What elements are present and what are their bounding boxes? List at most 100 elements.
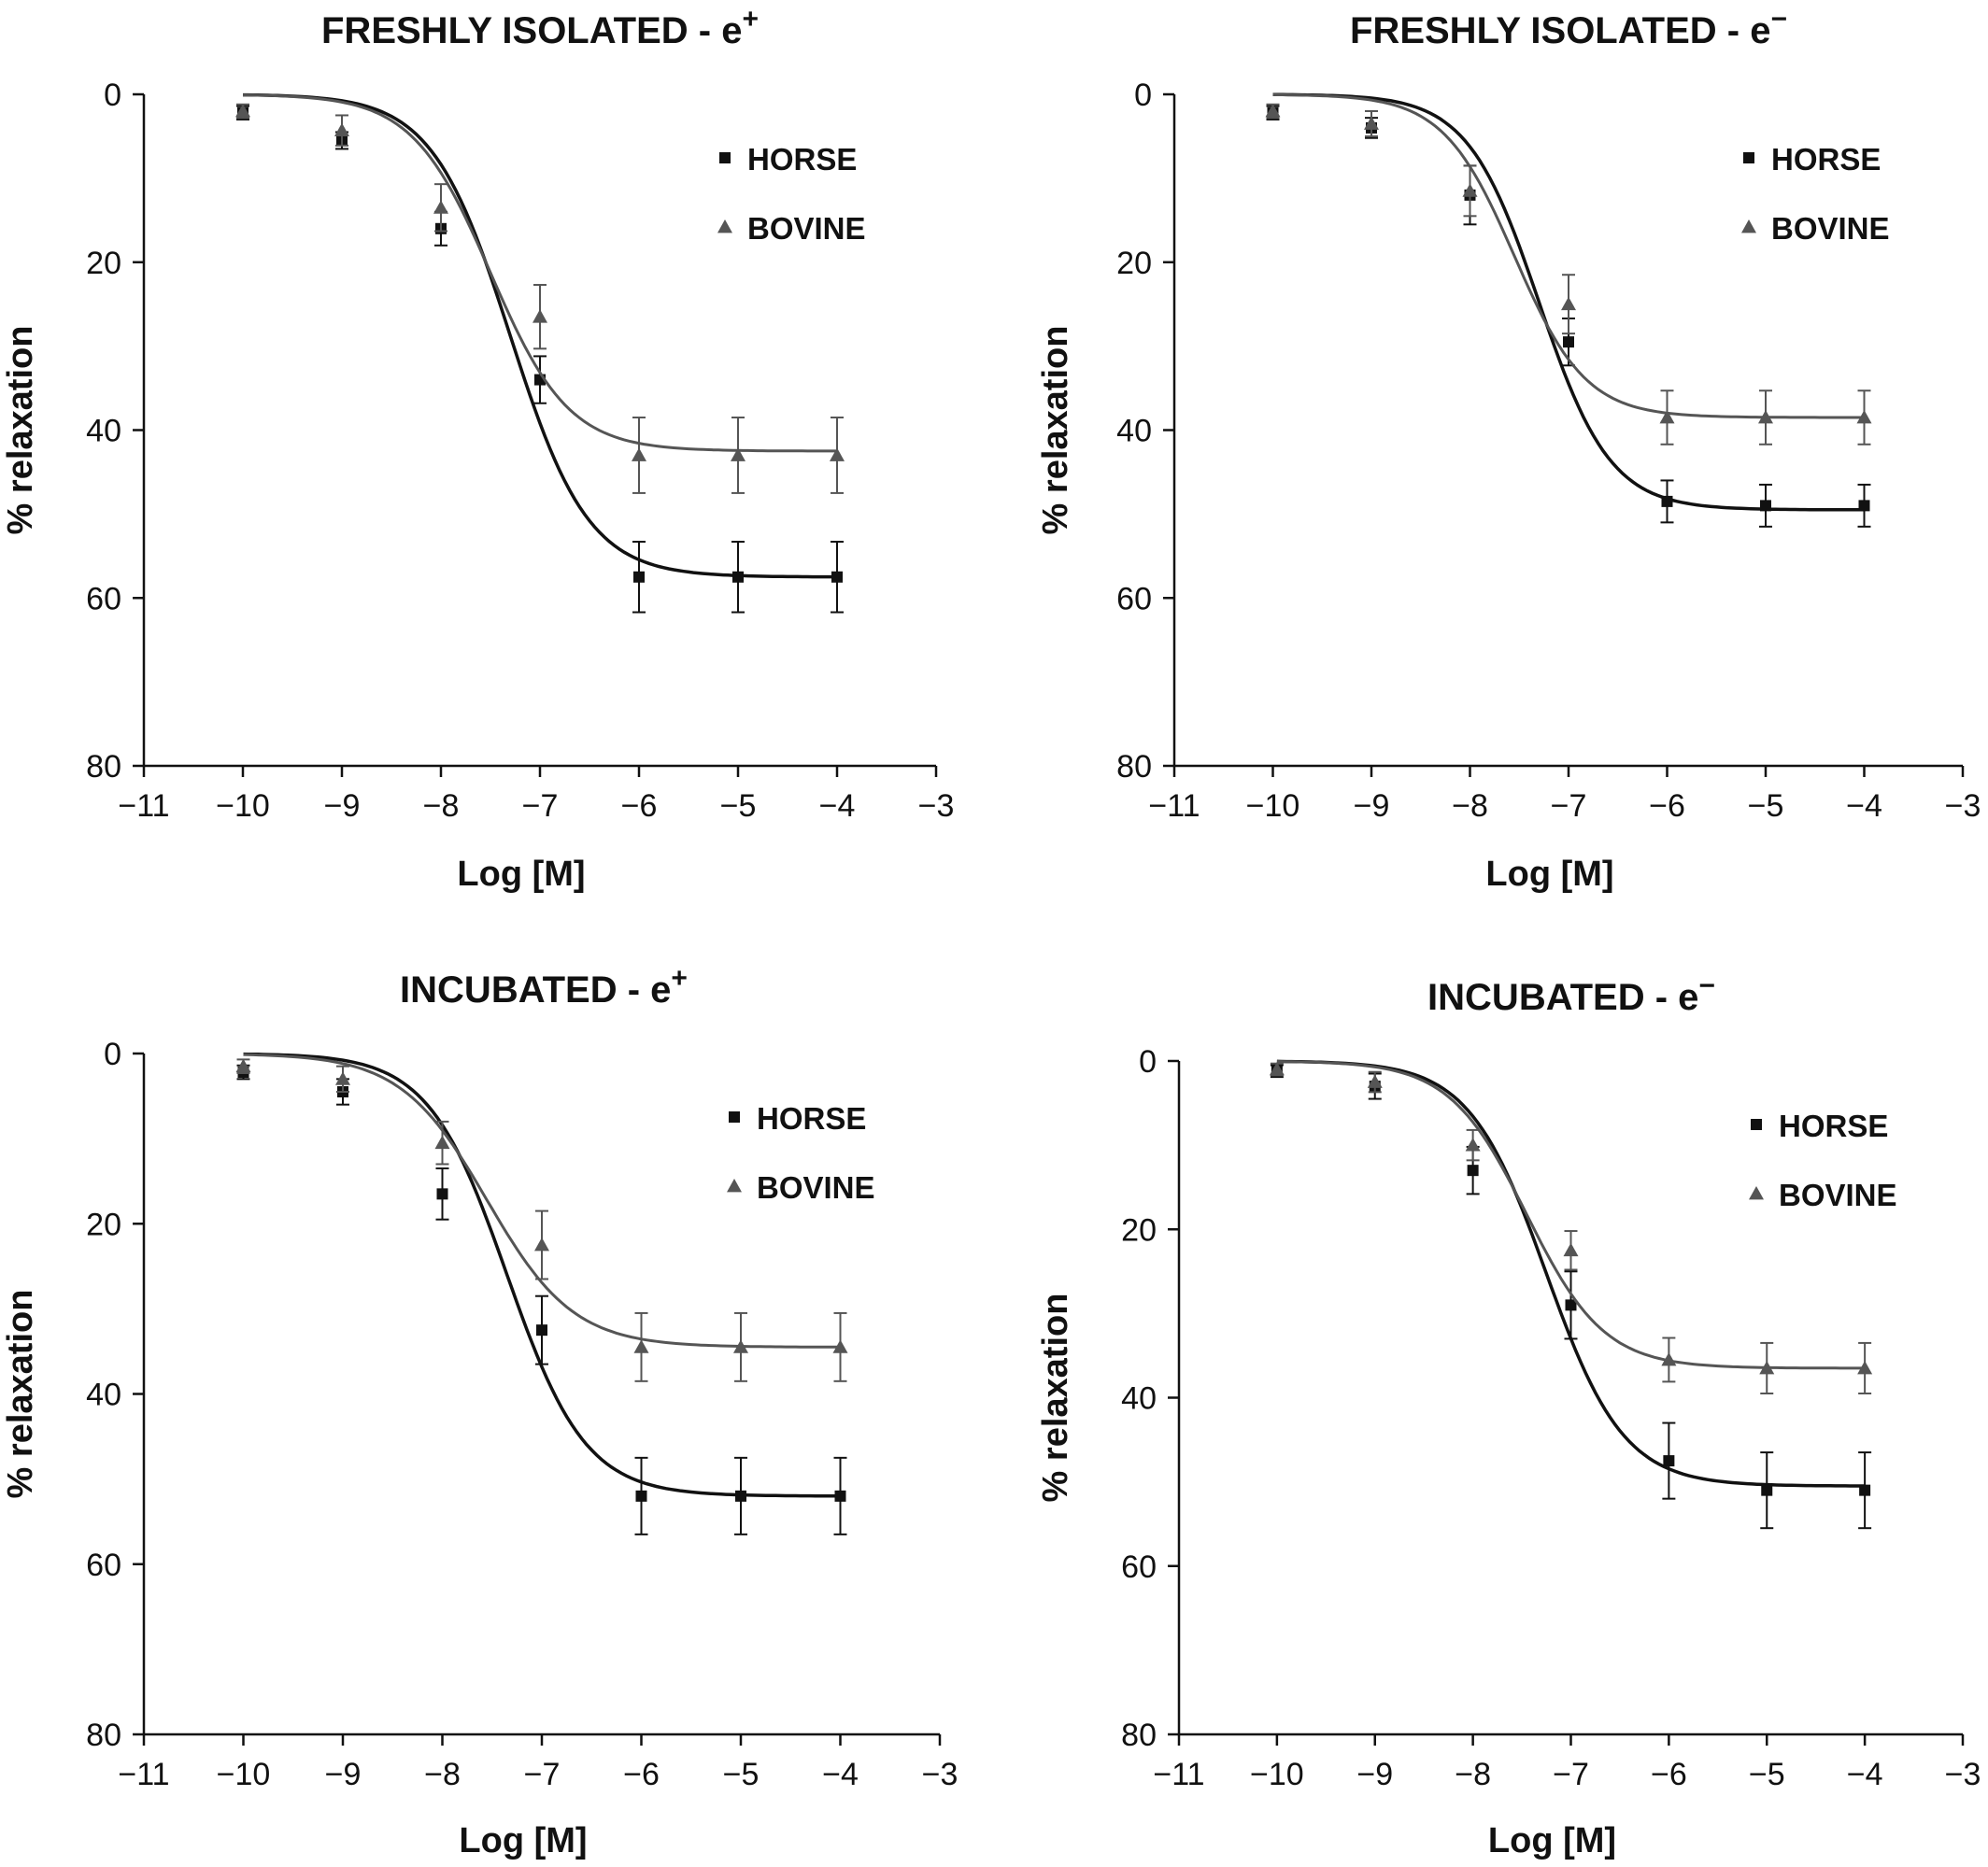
x-tick-label: −4 (822, 1757, 859, 1792)
legend-marker-bovine (717, 219, 732, 233)
x-axis-label: Log [M] (1485, 855, 1613, 894)
data-point (830, 447, 845, 461)
data-point (235, 103, 250, 118)
legend-marker-bovine (1741, 219, 1756, 233)
data-point (1760, 500, 1771, 512)
y-tick-label: 60 (1116, 581, 1152, 616)
x-tick-label: −9 (324, 788, 361, 824)
data-point (1761, 1484, 1773, 1496)
data-point (1661, 1351, 1677, 1366)
data-point (436, 1188, 448, 1200)
y-tick-label: 40 (86, 1378, 121, 1413)
data-point (1465, 1138, 1481, 1152)
x-tick-label: −10 (1246, 788, 1300, 824)
x-tick-label: −11 (118, 788, 169, 824)
x-tick-label: −10 (1250, 1757, 1304, 1792)
x-tick-label: −5 (1748, 788, 1784, 824)
data-point (334, 122, 349, 137)
data-point (635, 1490, 647, 1502)
legend-marker-horse (719, 152, 731, 163)
y-tick-label: 80 (1116, 749, 1152, 785)
x-tick-label: −4 (1846, 788, 1882, 824)
legend-label-horse: HORSE (1779, 1109, 1888, 1143)
x-axis-label: Log [M] (459, 1821, 587, 1860)
chart-title: FRESHLY ISOLATED - e− (1350, 4, 1787, 51)
x-tick-label: −9 (325, 1757, 362, 1792)
chart-panel-4: INCUBATED - e− 0 20 40 60 80 −11 −10 −9 −8 −7 −6 −5 −… (1036, 970, 1981, 1860)
x-tick-label: −11 (1148, 788, 1200, 824)
y-tick-label: 60 (86, 581, 121, 616)
chart-title-text: FRESHLY ISOLATED - e (321, 10, 742, 51)
data-point (536, 1324, 547, 1337)
chart-title-superscript: + (742, 4, 759, 35)
chart-title-superscript: + (671, 963, 688, 994)
y-tick-label: 20 (1116, 246, 1152, 281)
data-point (735, 1490, 746, 1502)
series-bovine (1265, 92, 1872, 446)
x-tick-label: −4 (819, 788, 856, 824)
data-point (534, 1238, 549, 1252)
x-axis-label: Log [M] (1488, 1821, 1616, 1860)
data-point (532, 309, 547, 323)
x-tick-label: −9 (1356, 1757, 1393, 1792)
legend-marker-bovine (727, 1179, 742, 1193)
data-point (1859, 1484, 1871, 1496)
x-tick-label: −7 (1553, 1757, 1589, 1792)
data-point (1663, 1455, 1675, 1467)
legend-label-bovine: BOVINE (757, 1170, 875, 1205)
series-bovine (235, 93, 845, 494)
chart-title-text: FRESHLY ISOLATED - e (1350, 10, 1770, 51)
legend-label-horse: HORSE (757, 1101, 866, 1136)
legend-label-bovine: BOVINE (747, 211, 866, 246)
x-tick-label: −8 (1452, 788, 1488, 824)
y-tick-label: 60 (1121, 1549, 1157, 1585)
chart-title-text: INCUBATED - e (1427, 977, 1698, 1018)
y-tick-label: 80 (1121, 1718, 1157, 1753)
chart-title-text: INCUBATED - e (400, 969, 671, 1011)
legend-label-horse: HORSE (747, 142, 857, 177)
data-point (1857, 1360, 1873, 1375)
data-point (1758, 410, 1773, 424)
y-tick-label: 20 (86, 246, 121, 281)
x-tick-label: −3 (1945, 788, 1981, 824)
y-tick-label: 0 (1139, 1044, 1157, 1080)
x-tick-label: −5 (723, 1757, 760, 1792)
data-point (1659, 410, 1675, 424)
y-tick-label: 60 (86, 1548, 121, 1583)
chart-title: FRESHLY ISOLATED - e+ (321, 4, 759, 51)
y-axis-label: % relaxation (1, 1290, 40, 1499)
x-tick-label: −10 (216, 788, 270, 824)
y-tick-label: 80 (86, 1718, 121, 1753)
chart-title: INCUBATED - e− (1427, 970, 1715, 1018)
legend-label-horse: HORSE (1771, 142, 1881, 177)
data-point (731, 447, 746, 461)
chart-title-superscript: − (1770, 4, 1787, 35)
legend-label-bovine: BOVINE (1779, 1178, 1897, 1212)
y-axis-label: % relaxation (1036, 1294, 1075, 1503)
series-bovine (235, 1053, 848, 1382)
y-tick-label: 40 (1121, 1381, 1157, 1417)
x-tick-label: −10 (217, 1757, 271, 1792)
y-tick-label: 40 (1116, 414, 1152, 449)
x-tick-label: −6 (1651, 1757, 1687, 1792)
data-point (1563, 1242, 1579, 1257)
data-point (1467, 1165, 1479, 1177)
data-point (1561, 296, 1576, 311)
x-tick-label: −4 (1847, 1757, 1883, 1792)
data-point (1759, 1360, 1775, 1375)
data-point (1269, 1062, 1285, 1076)
y-axis-label: % relaxation (1036, 326, 1075, 535)
series-bovine (1269, 1060, 1873, 1394)
x-tick-label: −8 (423, 788, 460, 824)
x-tick-label: −6 (621, 788, 658, 824)
y-tick-label: 40 (86, 414, 121, 449)
data-point (633, 571, 645, 583)
legend-label-bovine: BOVINE (1771, 211, 1890, 246)
series-horse (1266, 92, 1871, 528)
legend-marker-bovine (1749, 1186, 1764, 1200)
data-point (831, 571, 843, 583)
data-point (235, 1058, 251, 1073)
x-tick-label: −5 (1749, 1757, 1785, 1792)
data-point (433, 200, 448, 214)
